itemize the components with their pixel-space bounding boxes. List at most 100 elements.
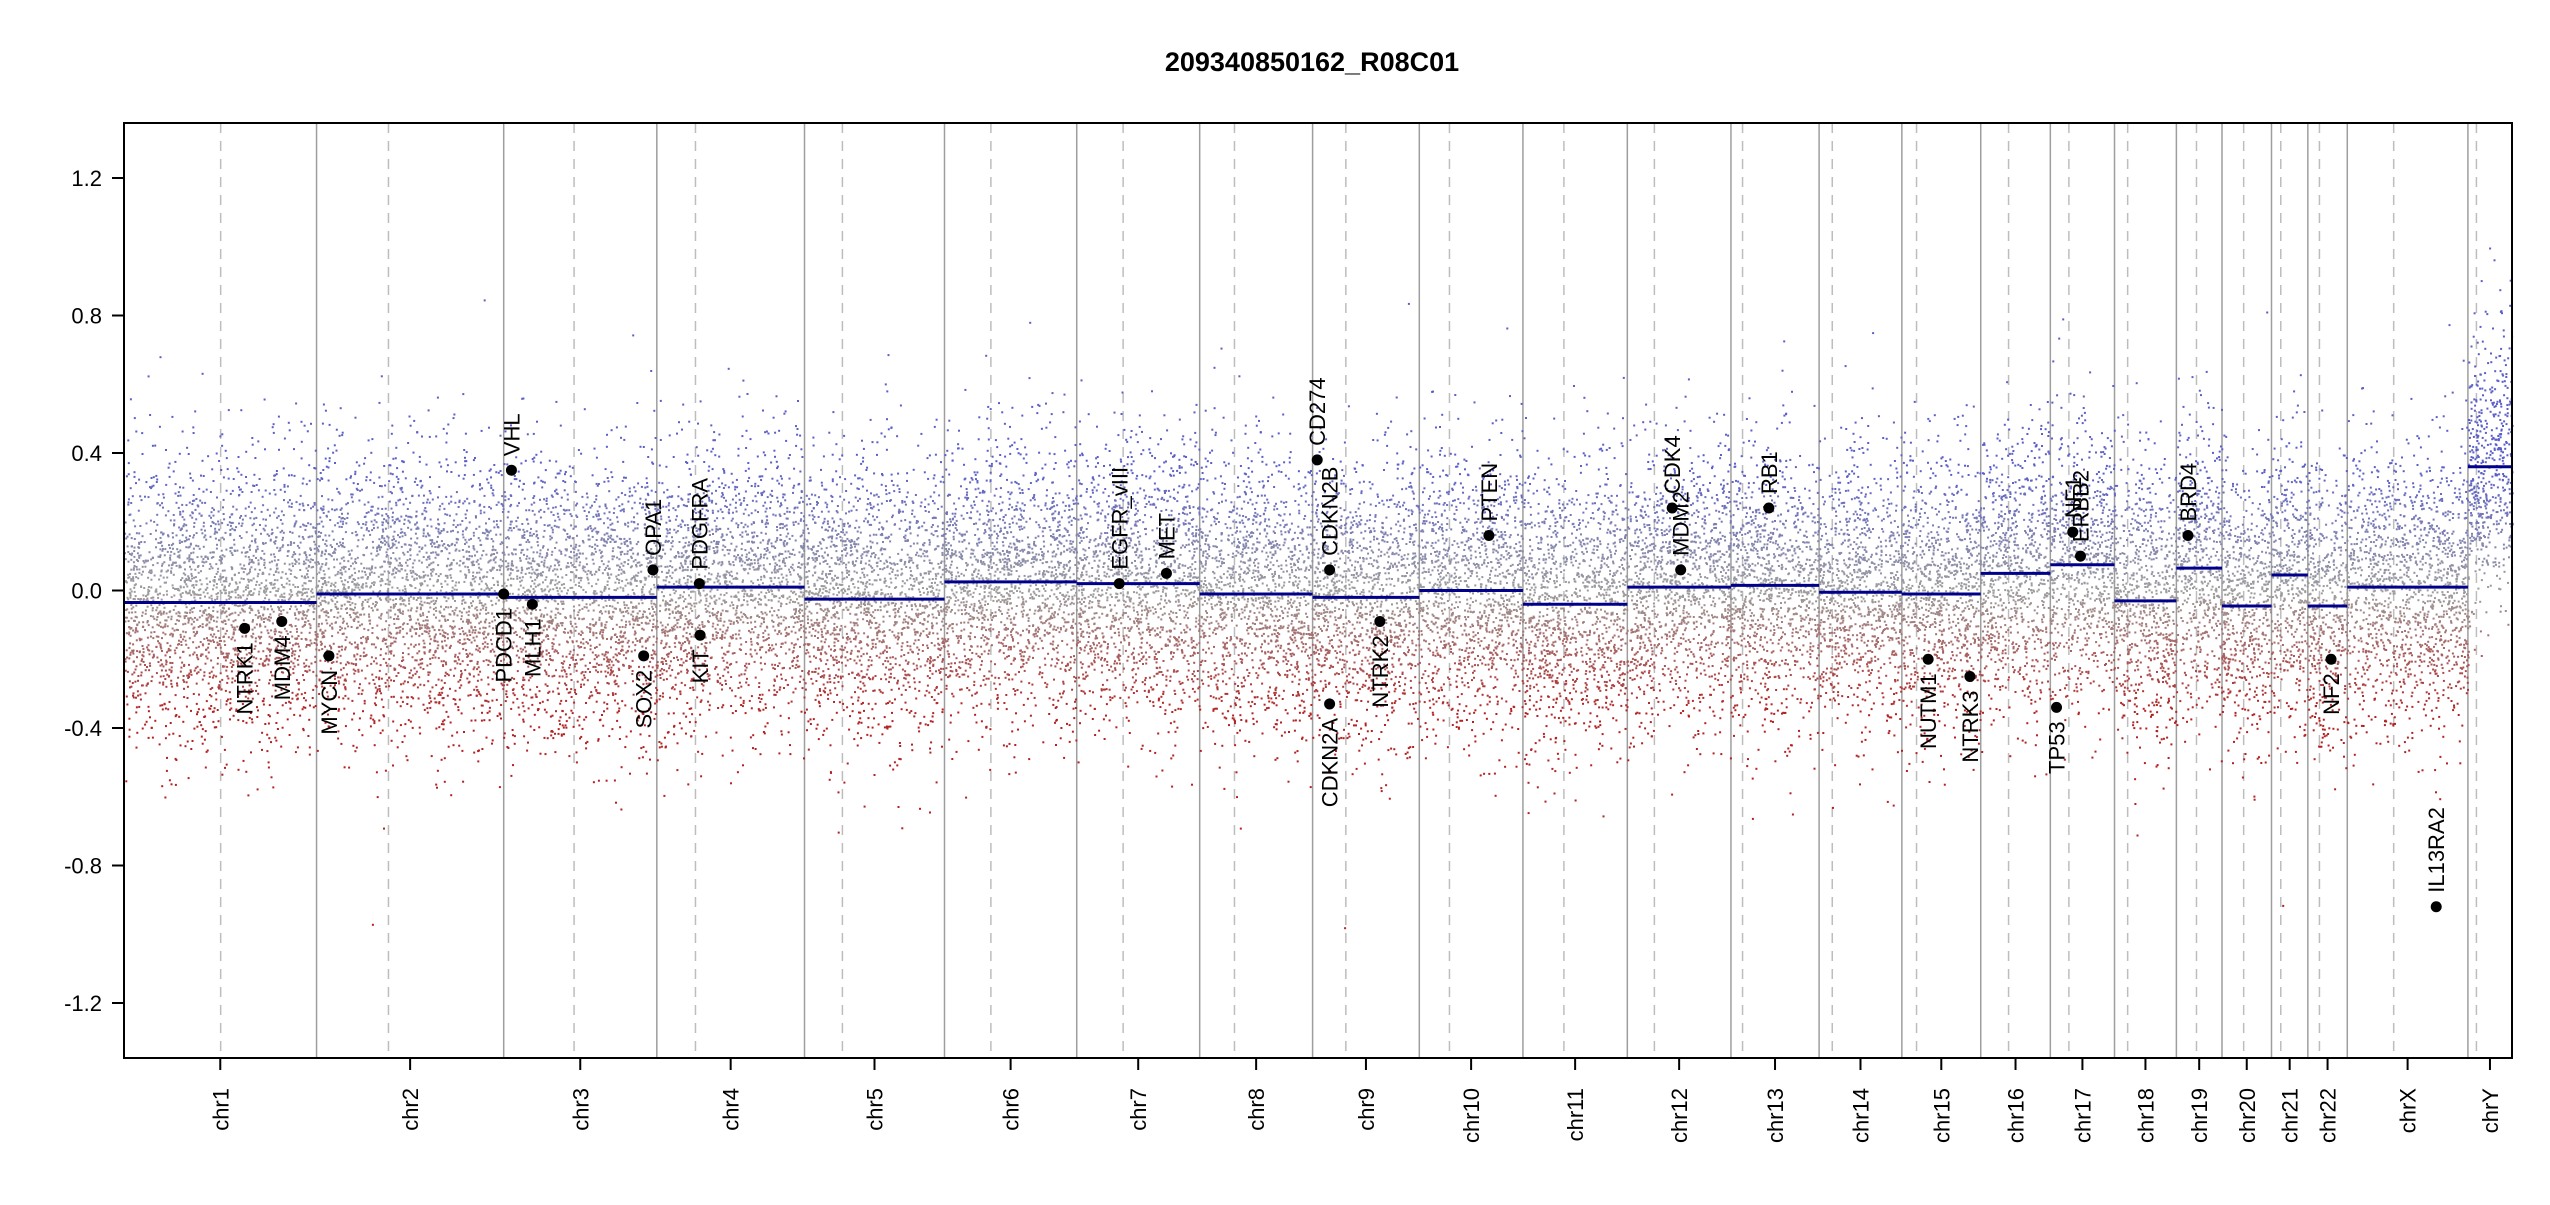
- probe-point: [201, 556, 203, 558]
- probe-point: [298, 682, 300, 684]
- probe-point: [216, 621, 218, 623]
- probe-point: [197, 505, 199, 507]
- probe-point: [134, 591, 136, 593]
- probe-point: [450, 496, 452, 498]
- probe-point: [351, 700, 353, 702]
- probe-point: [196, 619, 198, 621]
- probe-point: [224, 612, 226, 614]
- probe-point: [261, 619, 263, 621]
- probe-point: [582, 643, 584, 645]
- probe-point: [332, 600, 334, 602]
- probe-point: [259, 615, 261, 617]
- probe-point: [287, 718, 289, 720]
- probe-point: [567, 562, 569, 564]
- probe-point: [324, 597, 326, 599]
- probe-point: [643, 594, 645, 596]
- probe-point: [398, 618, 400, 620]
- probe-point: [162, 548, 164, 550]
- probe-point: [518, 707, 520, 709]
- probe-point: [562, 724, 564, 726]
- probe-point: [182, 623, 184, 625]
- probe-point: [147, 591, 149, 593]
- probe-point: [402, 552, 404, 554]
- probe-point: [166, 674, 168, 676]
- probe-point: [191, 585, 193, 587]
- probe-point: [403, 523, 405, 525]
- probe-point: [604, 540, 606, 542]
- probe-point: [335, 574, 337, 576]
- probe-point: [254, 588, 256, 590]
- probe-point: [235, 591, 237, 593]
- probe-point: [272, 786, 274, 788]
- probe-point: [162, 682, 164, 684]
- probe-point: [432, 571, 434, 573]
- probe-point: [319, 660, 321, 662]
- probe-point: [189, 612, 191, 614]
- probe-point: [185, 537, 187, 539]
- probe-point: [383, 828, 385, 830]
- probe-point: [393, 680, 395, 682]
- probe-point: [242, 594, 244, 596]
- probe-point: [561, 670, 563, 672]
- probe-point: [204, 739, 206, 741]
- probe-point: [500, 520, 502, 522]
- probe-point: [432, 499, 434, 501]
- probe-point: [218, 460, 220, 462]
- probe-point: [476, 572, 478, 574]
- probe-point: [344, 604, 346, 606]
- probe-point: [396, 730, 398, 732]
- probe-point: [305, 559, 307, 561]
- probe-point: [293, 551, 295, 553]
- probe-point: [374, 519, 376, 521]
- probe-point: [182, 510, 184, 512]
- probe-point: [409, 502, 411, 504]
- probe-point: [376, 691, 378, 693]
- probe-point: [433, 569, 435, 571]
- probe-point: [355, 534, 357, 536]
- probe-point: [543, 616, 545, 618]
- probe-point: [472, 632, 474, 634]
- probe-point: [140, 586, 142, 588]
- probe-point: [429, 535, 431, 537]
- probe-point: [226, 666, 228, 668]
- probe-point: [610, 541, 612, 543]
- probe-point: [237, 594, 239, 596]
- probe-point: [304, 576, 306, 578]
- probe-point: [483, 638, 485, 640]
- probe-point: [429, 490, 431, 492]
- probe-point: [442, 647, 444, 649]
- probe-point: [493, 559, 495, 561]
- probe-point: [184, 574, 186, 576]
- probe-point: [273, 553, 275, 555]
- probe-point: [150, 579, 152, 581]
- probe-point: [172, 532, 174, 534]
- probe-point: [270, 741, 272, 743]
- probe-point: [212, 636, 214, 638]
- probe-point: [192, 512, 194, 514]
- probe-point: [418, 635, 420, 637]
- probe-point: [260, 658, 262, 660]
- probe-point: [263, 698, 265, 700]
- probe-point: [354, 584, 356, 586]
- probe-point: [231, 591, 233, 593]
- probe-point: [138, 555, 140, 557]
- probe-point: [309, 561, 311, 563]
- probe-point: [467, 695, 469, 697]
- probe-point: [358, 687, 360, 689]
- probe-point: [186, 447, 188, 449]
- probe-point: [236, 550, 238, 552]
- probe-point: [360, 563, 362, 565]
- probe-point: [221, 584, 223, 586]
- probe-point: [492, 540, 494, 542]
- probe-point: [421, 583, 423, 585]
- probe-point: [473, 545, 475, 547]
- probe-point: [435, 784, 437, 786]
- probe-point: [268, 767, 270, 769]
- probe-point: [243, 610, 245, 612]
- probe-point: [142, 566, 144, 568]
- probe-point: [162, 534, 164, 536]
- probe-point: [136, 532, 138, 534]
- probe-point: [206, 619, 208, 621]
- probe-point: [305, 659, 307, 661]
- probe-point: [442, 635, 444, 637]
